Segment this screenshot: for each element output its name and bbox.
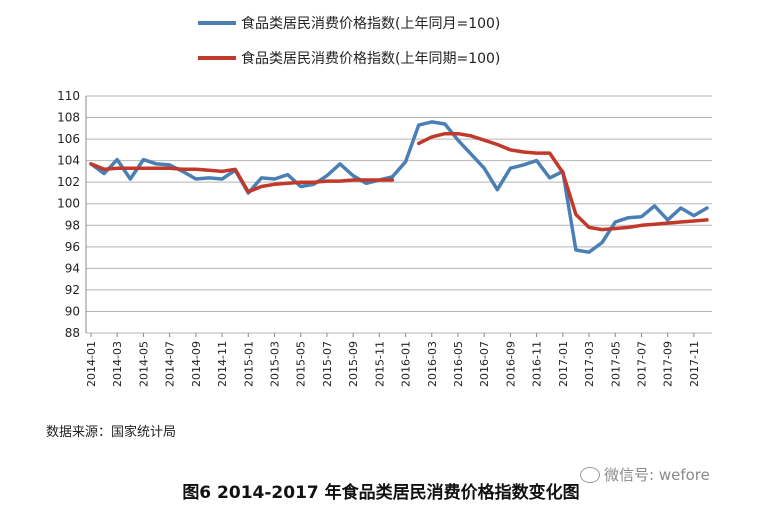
y-tick-label: 88: [65, 326, 80, 340]
y-tick-label: 94: [65, 261, 80, 275]
x-tick-label: 2014-01: [85, 341, 98, 387]
x-tick-label: 2016-07: [478, 341, 491, 387]
x-tick-label: 2017-01: [557, 341, 570, 387]
x-tick-label: 2017-03: [583, 341, 596, 387]
y-tick-label: 106: [57, 132, 80, 146]
watermark-text: 微信号: wefore: [604, 466, 710, 484]
series-line-0: [89, 120, 709, 254]
x-tick-label: 2014-11: [216, 341, 229, 387]
legend-label-series-0: 食品类居民消费价格指数(上年同月=100): [241, 15, 500, 32]
x-tick-label: 2014-05: [137, 341, 150, 387]
y-axis: 88 90 92 94 96 98 100 102 104 106 108 110: [57, 89, 87, 340]
y-tick-label: 110: [57, 89, 80, 103]
y-tick-label: 104: [57, 154, 80, 168]
x-tick-label: 2017-07: [635, 341, 648, 387]
y-tick-label: 108: [57, 111, 80, 125]
figure-caption: 图6 2014-2017 年食品类居民消费价格指数变化图: [182, 483, 580, 503]
y-tick-label: 102: [57, 175, 80, 189]
x-tick-label: 2016-01: [400, 341, 413, 387]
x-tick-label: 2016-09: [504, 341, 517, 387]
x-tick-label: 2015-01: [242, 341, 255, 387]
x-axis: 2014-01 2014-03 2014-05 2014-07 2014-09 2014-…: [85, 333, 701, 387]
legend-label-series-1: 食品类居民消费价格指数(上年同期=100): [241, 50, 500, 67]
y-tick-label: 98: [65, 218, 80, 232]
x-tick-label: 2014-09: [190, 341, 203, 387]
x-tick-label: 2016-05: [452, 341, 465, 387]
y-tick-label: 96: [65, 240, 80, 254]
x-tick-label: 2015-03: [268, 341, 281, 387]
x-tick-label: 2017-11: [688, 341, 701, 387]
y-tick-label: 100: [57, 197, 80, 211]
x-tick-label: 2014-07: [164, 341, 177, 387]
gridlines: [86, 95, 712, 334]
x-tick-label: 2017-05: [609, 341, 622, 387]
y-tick-label: 92: [65, 283, 80, 297]
x-tick-label: 2015-05: [295, 341, 308, 387]
x-tick-label: 2016-03: [426, 341, 439, 387]
watermark: 微信号: wefore: [580, 464, 710, 485]
x-tick-label: 2015-07: [321, 341, 334, 387]
legend: 食品类居民消费价格指数(上年同月=100) 食品类居民消费价格指数(上年同期=1…: [198, 15, 500, 67]
x-tick-label: 2014-03: [111, 341, 124, 387]
series-lines: [89, 120, 709, 254]
wechat-icon: [580, 466, 600, 483]
x-tick-label: 2016-11: [531, 341, 544, 387]
x-tick-label: 2017-09: [662, 341, 675, 387]
x-tick-label: 2015-11: [373, 341, 386, 387]
x-tick-label: 2015-09: [347, 341, 360, 387]
series-line-1: [89, 131, 709, 232]
source-note: 数据来源：国家统计局: [46, 425, 177, 440]
y-tick-label: 90: [65, 304, 80, 318]
